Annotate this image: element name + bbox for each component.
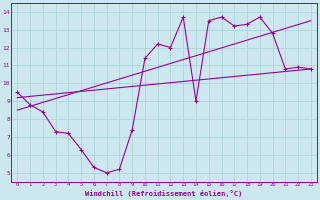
X-axis label: Windchill (Refroidissement éolien,°C): Windchill (Refroidissement éolien,°C) (85, 190, 243, 197)
